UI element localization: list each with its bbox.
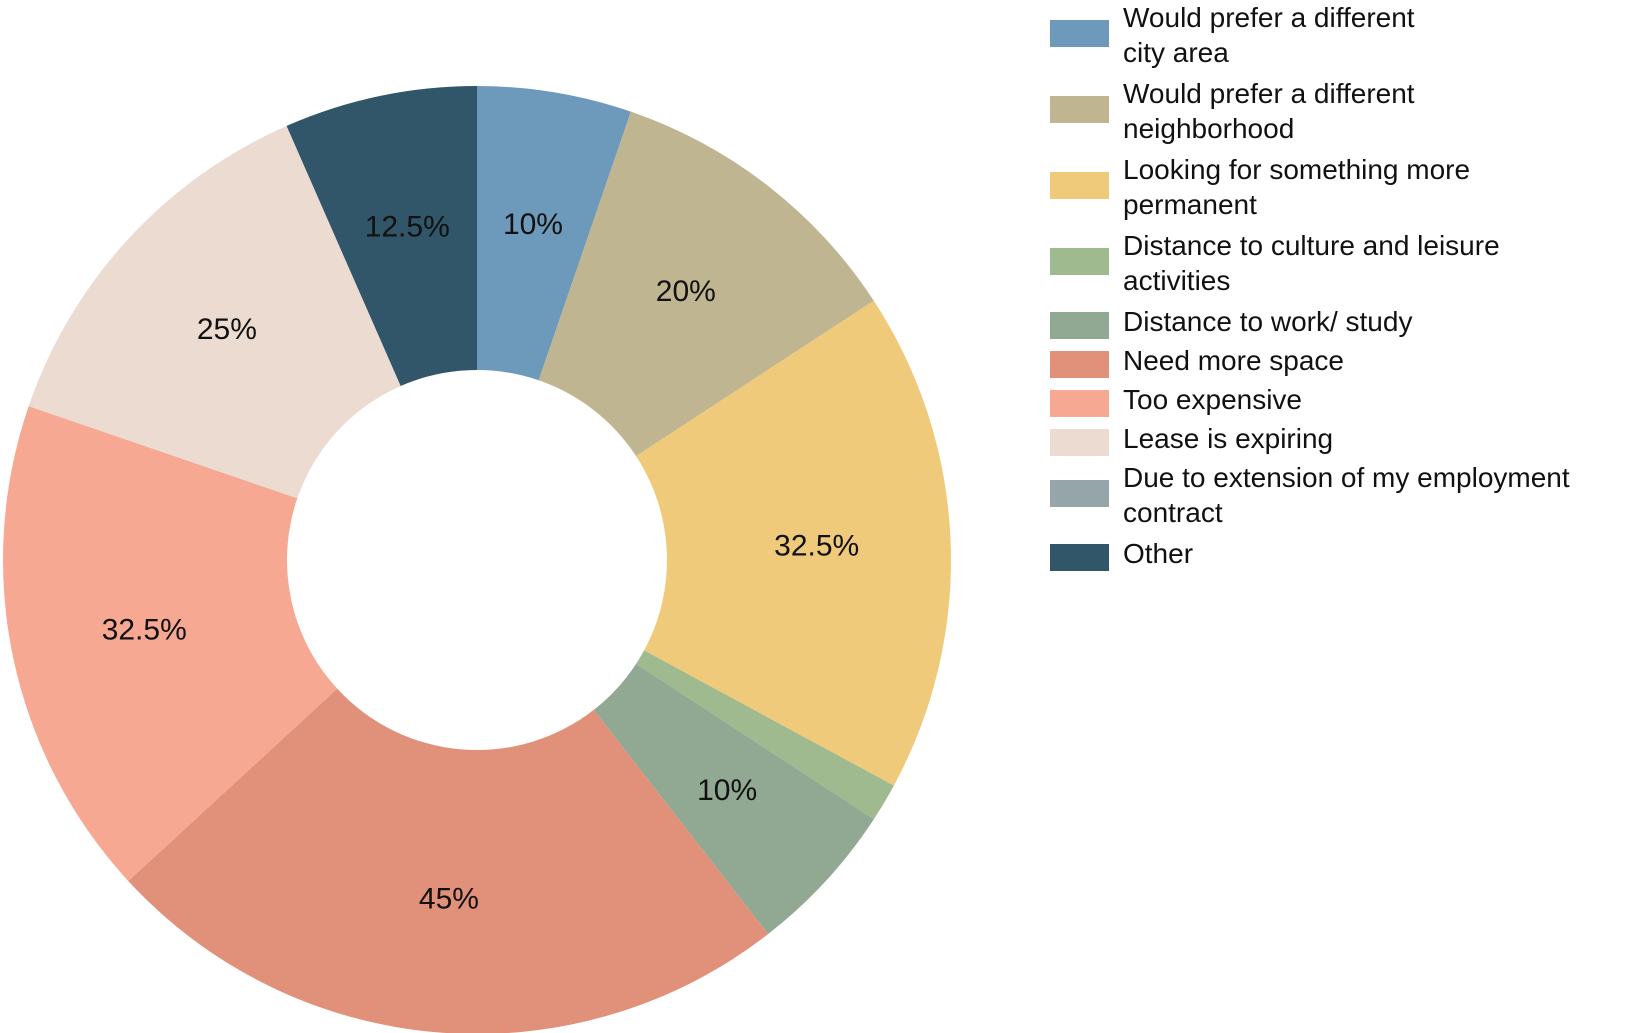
legend-label: Looking for something more permanent [1123, 152, 1470, 222]
legend-swatch [1050, 248, 1109, 275]
legend-label-line: Would prefer a different [1123, 78, 1415, 109]
legend-entry: Would prefer a different city area [1050, 0, 1415, 70]
legend-swatch [1050, 429, 1109, 456]
donut-slice [477, 86, 631, 381]
legend-swatch [1050, 390, 1109, 417]
donut-chart: 10% 20% 32.5% 10% 45% 32.5% 25% 12.5% [2, 86, 951, 1033]
legend-swatch [1050, 20, 1109, 47]
legend-label-line: Other [1123, 538, 1194, 569]
legend-entry: Looking for something more permanent [1050, 152, 1470, 222]
donut-slice [636, 300, 951, 786]
legend-label-line: Need more space [1123, 345, 1345, 376]
legend-label: Too expensive [1123, 382, 1302, 417]
legend-label-line: Looking for something more [1123, 154, 1471, 185]
slice-label: 10% [503, 208, 563, 241]
legend-swatch [1050, 351, 1109, 378]
legend-label-line: contract [1123, 497, 1223, 528]
legend-label: Other [1123, 536, 1193, 571]
donut-slice [636, 650, 894, 820]
legend-label-line: city area [1123, 37, 1229, 68]
legend-label: Lease is expiring [1123, 421, 1333, 456]
legend-label-line: Due to extension of my employment [1123, 462, 1570, 493]
slice-label: 32.5% [774, 529, 859, 562]
legend-label: Due to extension of my employment contrac… [1123, 460, 1570, 530]
legend-label: Need more space [1123, 343, 1344, 378]
legend-label-line: permanent [1123, 189, 1257, 220]
legend-label-line: Distance to culture and leisure [1123, 230, 1500, 261]
legend-swatch [1050, 544, 1109, 571]
legend-swatch [1050, 480, 1109, 507]
donut-slice [538, 111, 874, 457]
legend-label: Distance to culture and leisure activitie… [1123, 228, 1500, 298]
slice-label: 45% [419, 882, 479, 915]
donut-slice [2, 406, 338, 882]
legend-swatch [1050, 312, 1109, 339]
legend-swatch [1050, 172, 1109, 199]
slice-label: 25% [197, 313, 257, 346]
donut-slice [286, 86, 477, 387]
legend-label: Distance to work/ study [1123, 304, 1412, 339]
legend-label-line: neighborhood [1123, 113, 1295, 144]
legend-label-line: Lease is expiring [1123, 423, 1334, 454]
legend-entry: Due to extension of my employment contrac… [1050, 460, 1570, 530]
legend-label-line: Too expensive [1123, 384, 1303, 415]
donut-labels: 10% 20% 32.5% 10% 45% 32.5% 25% 12.5% [102, 208, 860, 915]
legend-entry: Distance to culture and leisure activitie… [1050, 228, 1500, 298]
legend-swatch [1050, 96, 1109, 123]
legend-entry: Distance to work/ study [1050, 304, 1412, 339]
slice-label: 12.5% [365, 211, 450, 244]
legend-label-line: Distance to work/ study [1123, 306, 1413, 337]
legend-label-line: Would prefer a different [1123, 2, 1415, 33]
legend-entry: Other [1050, 536, 1193, 571]
donut-slices [2, 86, 951, 1033]
donut-slice [28, 125, 401, 499]
legend-entry: Lease is expiring [1050, 421, 1333, 456]
donut-slice [128, 688, 769, 1033]
legend-entry: Too expensive [1050, 382, 1302, 417]
legend-label: Would prefer a different neighborhood [1123, 76, 1415, 146]
donut-slice [593, 663, 874, 935]
slice-label: 20% [656, 275, 716, 308]
slice-label: 32.5% [102, 613, 187, 646]
legend-entry: Need more space [1050, 343, 1344, 378]
legend-entry: Would prefer a different neighborhood [1050, 76, 1415, 146]
legend-label: Would prefer a different city area [1123, 0, 1415, 70]
legend-label-line: activities [1123, 265, 1231, 296]
slice-label: 10% [697, 774, 757, 807]
